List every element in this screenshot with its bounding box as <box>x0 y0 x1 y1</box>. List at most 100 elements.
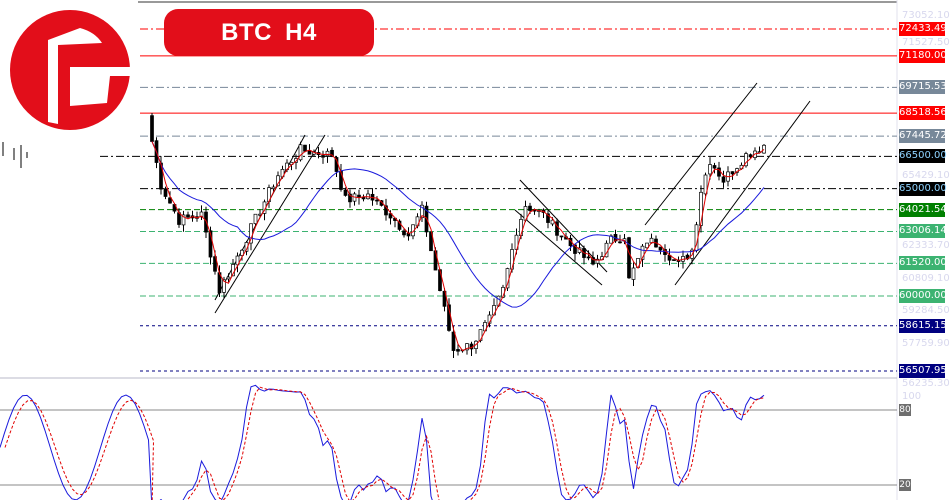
candle <box>226 273 231 283</box>
candle <box>451 325 456 359</box>
candle <box>181 210 186 232</box>
channel-line <box>674 100 811 286</box>
level-price-label: 68518.56 <box>899 106 947 121</box>
candle <box>748 153 753 159</box>
candle-body <box>330 149 334 157</box>
candle <box>672 259 676 261</box>
candle-body <box>573 244 577 254</box>
level-price-label: 64021.54 <box>899 202 947 217</box>
candle-body <box>150 115 154 142</box>
candle-body <box>721 176 726 183</box>
left-edge-candles <box>2 142 28 168</box>
candle <box>469 341 474 357</box>
candle <box>703 172 708 197</box>
candle-body <box>253 213 258 225</box>
candle-body <box>586 256 591 259</box>
candle-body <box>321 155 325 158</box>
candle-body <box>186 214 190 218</box>
candle-body <box>640 245 645 260</box>
candle <box>631 262 636 286</box>
candle-body <box>627 237 631 279</box>
candle <box>721 170 726 188</box>
slow-moving-average <box>151 141 765 308</box>
candle <box>402 228 406 238</box>
candle <box>325 148 330 163</box>
candle <box>298 141 303 162</box>
symbol-timeframe-badge: BTC H4 <box>164 9 374 56</box>
level-price-label: 56507.95 <box>899 364 947 378</box>
stoch-k-line <box>0 384 765 500</box>
candle <box>762 144 766 154</box>
candle <box>555 218 559 241</box>
candle-body <box>712 165 717 169</box>
price-tick-label: 56235.30 <box>902 378 950 389</box>
candle <box>429 231 433 252</box>
candle <box>348 189 352 208</box>
candle-body <box>528 205 532 211</box>
candle <box>582 245 586 265</box>
candle <box>199 205 204 220</box>
price-tick-label: 60809.10 <box>902 272 950 284</box>
fast-moving-average <box>151 141 765 352</box>
level-price-label: 60000.00 <box>899 289 947 303</box>
level-price-label: 67445.72 <box>899 129 947 144</box>
candle <box>573 244 577 261</box>
candle <box>370 188 375 206</box>
candle-body <box>451 331 456 351</box>
candle-body <box>348 193 352 203</box>
level-price-label: 66500.00 <box>899 149 947 164</box>
candle <box>366 189 370 200</box>
candle <box>577 240 582 255</box>
candle <box>640 243 645 267</box>
osc-80-label: 80 <box>899 404 911 416</box>
candle-body <box>168 197 172 204</box>
candle <box>708 157 712 180</box>
candle <box>186 211 190 218</box>
candle <box>541 208 546 218</box>
candle-body <box>591 257 595 265</box>
candle <box>456 343 460 356</box>
candle <box>676 256 681 268</box>
candle-body <box>762 144 766 154</box>
candle-body <box>222 279 226 293</box>
candle <box>654 235 658 248</box>
horizontal-levels <box>100 28 897 372</box>
candle-body <box>298 144 303 161</box>
candle-body <box>343 189 348 196</box>
price-tick-label: 57759.90 <box>902 338 950 350</box>
candle-body <box>384 205 388 216</box>
candle-body <box>163 188 168 197</box>
candle-body <box>420 204 424 219</box>
candle-body <box>325 150 330 157</box>
price-tick-label: 62333.70 <box>902 239 950 251</box>
candle-body <box>595 258 600 264</box>
candle-body <box>748 154 753 158</box>
candle <box>235 252 240 273</box>
candle-body <box>402 230 406 236</box>
level-price-label: 71180.00 <box>899 48 947 63</box>
candle-body <box>199 211 204 218</box>
candle <box>195 211 199 222</box>
candle-body <box>546 213 550 223</box>
candle-body <box>672 259 676 261</box>
candle-body <box>213 256 217 272</box>
level-price-label: 65000.00 <box>899 181 947 196</box>
candle <box>307 144 312 155</box>
candle <box>591 251 595 266</box>
candle-body <box>555 221 559 236</box>
level-price-label: 58615.15 <box>899 318 947 333</box>
candle <box>595 254 600 268</box>
price-tick-label: 73052.10 <box>902 9 950 21</box>
candle-body <box>208 230 213 258</box>
candle <box>240 249 244 261</box>
price-tick-label: 65429.10 <box>902 169 950 181</box>
brand-logo <box>10 10 130 130</box>
candle-body <box>618 241 622 244</box>
candle <box>253 213 258 227</box>
candle-body <box>550 219 555 225</box>
candle-body <box>240 249 244 256</box>
candle-body <box>226 276 231 280</box>
candle-body <box>303 144 307 152</box>
candle-body <box>388 213 393 219</box>
